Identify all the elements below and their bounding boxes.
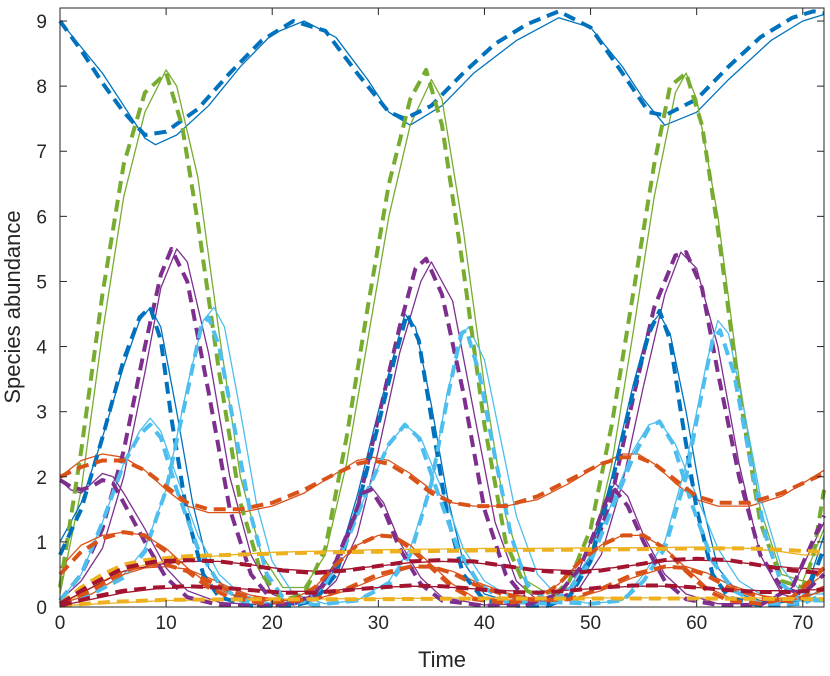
x-tick-label-20: 20 — [262, 613, 283, 634]
series-line-blue-mid-model — [59, 306, 825, 605]
series-line-darkred-low-data — [59, 583, 825, 608]
y-axis-title: Species abundance — [0, 210, 25, 403]
series-line-yellow-data — [58, 546, 825, 606]
series-line-purple-small-data — [58, 478, 826, 608]
x-tick-label-30: 30 — [368, 613, 389, 634]
y-tick-label-3: 3 — [36, 403, 47, 424]
x-tick-label-60: 60 — [686, 613, 707, 634]
series-line-lightblue-small-data — [58, 419, 825, 608]
y-tick-label-8: 8 — [36, 77, 47, 98]
series-line-darkred-high-data — [58, 556, 825, 606]
series-line-orange-low-data — [59, 562, 825, 606]
y-axis: 0 1 2 3 4 5 6 7 8 9 — [36, 12, 824, 619]
x-axis-title: Time — [418, 647, 466, 672]
x-tick-label-40: 40 — [474, 613, 495, 634]
series-line-yellow-low-model — [59, 597, 824, 607]
y-tick-label-5: 5 — [36, 272, 47, 293]
series-layer — [58, 9, 826, 608]
y-tick-label-0: 0 — [36, 598, 47, 619]
series-line-green-model — [59, 69, 825, 595]
y-tick-label-9: 9 — [36, 12, 47, 33]
series-line-blue-top-model — [59, 13, 825, 146]
series-line-blue-top-data — [58, 9, 825, 137]
y-tick-label-1: 1 — [36, 533, 47, 554]
x-tick-label-10: 10 — [156, 613, 177, 634]
x-tick-label-50: 50 — [580, 613, 601, 634]
series-line-blue-mid-data — [58, 305, 826, 608]
x-axis: 0 10 20 30 40 50 60 70 — [55, 8, 813, 634]
plot-frame — [59, 7, 825, 608]
y-tick-label-4: 4 — [36, 338, 47, 359]
series-line-lightblue-big-data — [59, 315, 824, 607]
x-tick-label-0: 0 — [55, 613, 66, 634]
series-line-purple-big-model — [59, 248, 825, 605]
series-line-purple-big-data — [58, 246, 826, 606]
series-line-green-data — [58, 67, 826, 603]
x-tick-label-70: 70 — [792, 613, 813, 634]
series-line-orange-top-data — [59, 455, 825, 512]
y-tick-label-6: 6 — [36, 207, 47, 228]
y-tick-label-7: 7 — [36, 142, 47, 163]
y-tick-label-2: 2 — [36, 468, 47, 489]
